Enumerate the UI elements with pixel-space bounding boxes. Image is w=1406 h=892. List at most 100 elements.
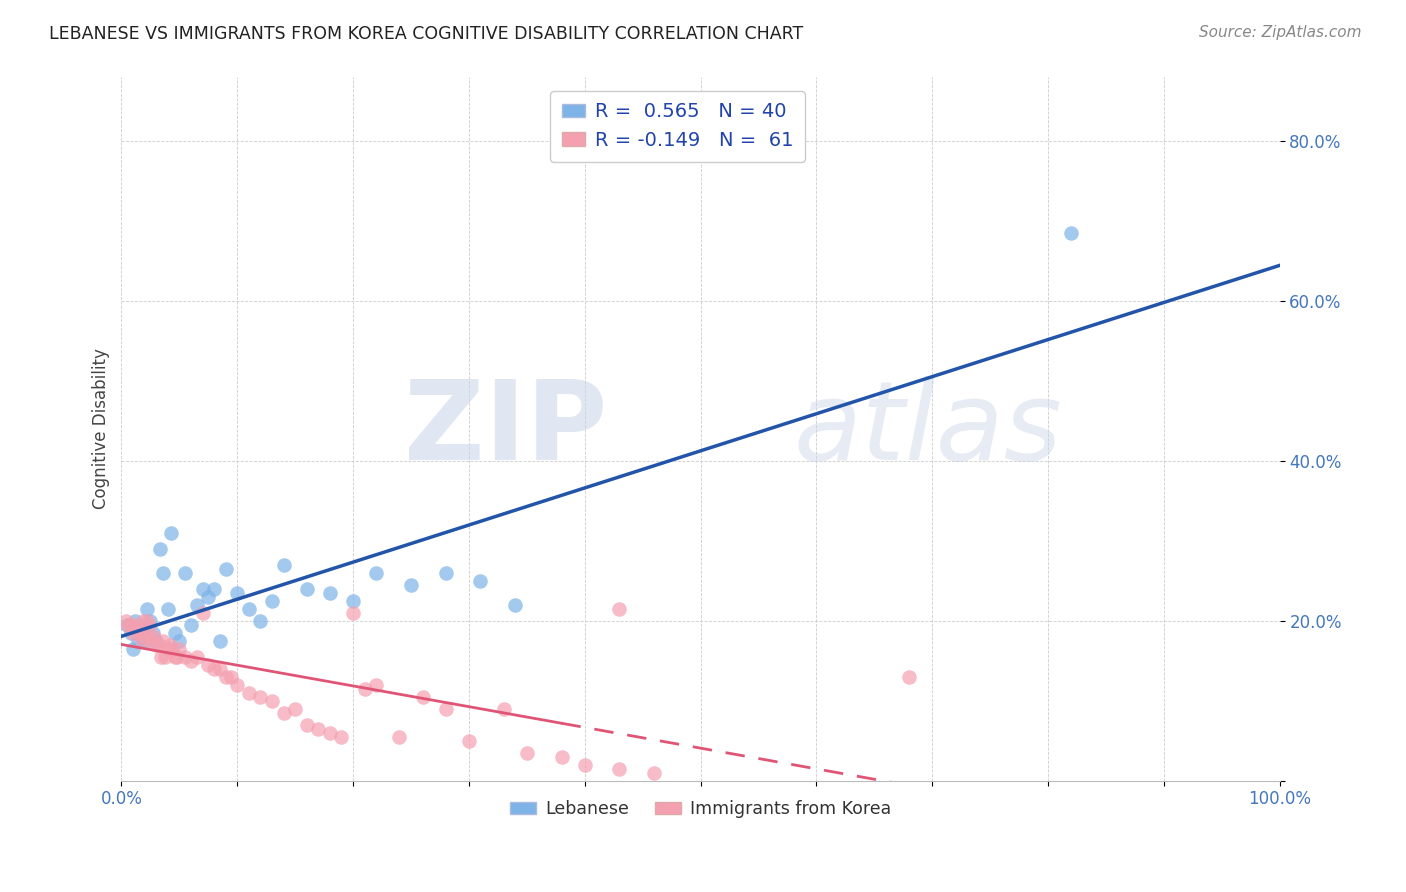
Point	[516, 746, 538, 760]
Text: Source: ZipAtlas.com: Source: ZipAtlas.com	[1198, 25, 1361, 40]
Point	[191, 582, 214, 596]
Point	[295, 582, 318, 596]
Point	[120, 625, 142, 640]
Point	[215, 670, 238, 684]
Point	[295, 717, 318, 731]
Point	[319, 725, 342, 739]
Point	[609, 762, 631, 776]
Point	[609, 602, 631, 616]
Point	[221, 670, 243, 684]
Point	[166, 649, 188, 664]
Point	[260, 594, 283, 608]
Point	[163, 625, 186, 640]
Point	[149, 649, 172, 664]
Point	[124, 614, 146, 628]
Point	[134, 633, 156, 648]
Point	[366, 566, 388, 580]
Point	[319, 586, 342, 600]
Point	[238, 686, 260, 700]
Point	[149, 541, 172, 556]
Point	[434, 702, 457, 716]
Point	[163, 649, 186, 664]
Point	[186, 649, 208, 664]
Point	[142, 625, 165, 640]
Point	[142, 630, 165, 644]
Point	[131, 630, 153, 644]
Point	[202, 582, 225, 596]
Point	[457, 733, 479, 747]
Point	[330, 730, 353, 744]
Point	[127, 633, 149, 648]
Point	[574, 757, 596, 772]
Point	[152, 566, 174, 580]
Point	[180, 654, 202, 668]
Point	[226, 586, 249, 600]
Point	[353, 681, 375, 696]
Point	[388, 730, 411, 744]
Point	[122, 625, 145, 640]
Point	[260, 694, 283, 708]
Text: LEBANESE VS IMMIGRANTS FROM KOREA COGNITIVE DISABILITY CORRELATION CHART: LEBANESE VS IMMIGRANTS FROM KOREA COGNIT…	[49, 25, 803, 43]
Point	[191, 606, 214, 620]
Point	[155, 649, 177, 664]
Point	[122, 641, 145, 656]
Point	[215, 562, 238, 576]
Point	[434, 566, 457, 580]
Y-axis label: Cognitive Disability: Cognitive Disability	[93, 349, 110, 509]
Point	[139, 614, 162, 628]
Point	[342, 594, 364, 608]
Point	[145, 633, 167, 648]
Point	[139, 630, 162, 644]
Point	[399, 578, 422, 592]
Point	[202, 662, 225, 676]
Point	[186, 598, 208, 612]
Legend: Lebanese, Immigrants from Korea: Lebanese, Immigrants from Korea	[503, 793, 898, 825]
Point	[197, 590, 219, 604]
Point	[159, 638, 181, 652]
Point	[162, 641, 184, 656]
Point	[115, 617, 138, 632]
Text: atlas: atlas	[793, 376, 1062, 483]
Point	[238, 602, 260, 616]
Point	[160, 525, 183, 540]
Point	[135, 614, 157, 628]
Point	[643, 765, 665, 780]
Point	[152, 633, 174, 648]
Point	[135, 602, 157, 616]
Point	[134, 630, 156, 644]
Point	[208, 662, 231, 676]
Point	[169, 641, 191, 656]
Point	[273, 558, 295, 572]
Point	[124, 617, 146, 632]
Point	[897, 670, 920, 684]
Point	[138, 617, 160, 632]
Point	[127, 625, 149, 640]
Point	[148, 638, 170, 652]
Point	[156, 641, 179, 656]
Point	[366, 678, 388, 692]
Point	[169, 633, 191, 648]
Point	[226, 678, 249, 692]
Text: ZIP: ZIP	[405, 376, 607, 483]
Point	[174, 649, 197, 664]
Point	[342, 606, 364, 620]
Point	[284, 702, 307, 716]
Point	[174, 566, 197, 580]
Point	[503, 598, 526, 612]
Point	[249, 690, 271, 704]
Point	[307, 722, 329, 736]
Point	[273, 706, 295, 720]
Point	[132, 614, 155, 628]
Point	[131, 633, 153, 648]
Point	[115, 614, 138, 628]
Point	[145, 638, 167, 652]
Point	[128, 622, 150, 636]
Point	[129, 622, 152, 636]
Point	[550, 749, 572, 764]
Point	[141, 633, 163, 648]
Point	[412, 690, 434, 704]
Point	[120, 617, 142, 632]
Point	[208, 633, 231, 648]
Point	[180, 617, 202, 632]
Point	[129, 625, 152, 640]
